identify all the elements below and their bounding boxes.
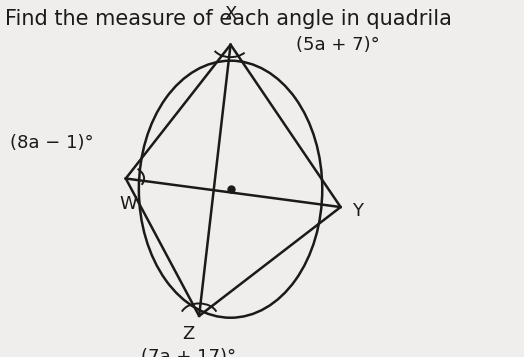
Text: Y: Y [352, 202, 363, 220]
Text: X: X [224, 5, 237, 23]
Text: (7a + 17)°: (7a + 17)° [141, 348, 236, 357]
Text: Z: Z [182, 325, 195, 343]
Text: Find the measure of each angle in quadrila: Find the measure of each angle in quadri… [5, 9, 452, 29]
Text: W: W [119, 195, 137, 212]
Text: (5a + 7)°: (5a + 7)° [296, 36, 380, 54]
Text: (8a − 1)°: (8a − 1)° [10, 134, 94, 152]
